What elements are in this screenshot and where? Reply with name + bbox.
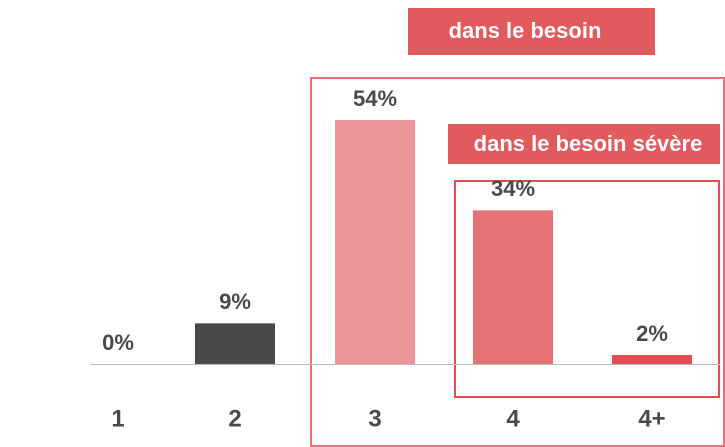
x-tick-label: 2 [228, 405, 241, 432]
value-label: 54% [353, 86, 397, 111]
annotation: dans le besoin [449, 18, 602, 43]
bar [195, 323, 275, 364]
bar [473, 210, 553, 364]
value-label: 0% [102, 330, 134, 355]
group-frame [454, 180, 720, 398]
annotation-box [448, 124, 720, 164]
bar [335, 120, 415, 364]
bar [612, 354, 692, 364]
x-tick-label: 4 [506, 405, 520, 432]
x-tick-label: 1 [111, 405, 124, 432]
value-label: 34% [491, 176, 535, 201]
group-frame [310, 77, 725, 447]
value-label: 2% [636, 321, 668, 346]
value-label: 9% [219, 289, 251, 314]
x-tick-label: 4+ [638, 405, 665, 432]
annotation-box [408, 8, 655, 55]
annotation: dans le besoin sévère [474, 131, 703, 156]
x-tick-label: 3 [368, 405, 381, 432]
